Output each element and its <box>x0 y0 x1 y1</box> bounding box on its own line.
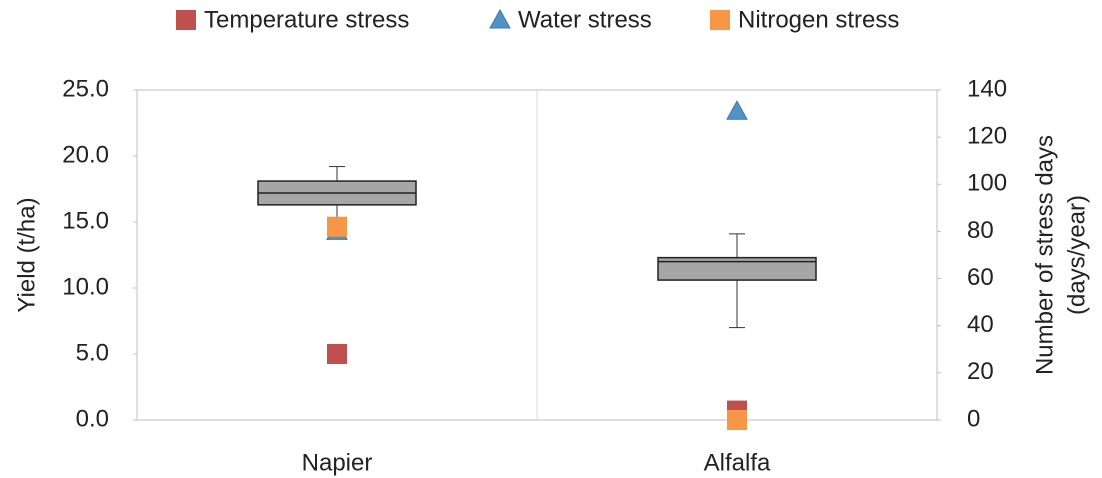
legend-marker <box>176 10 196 30</box>
y-tick-label: 25.0 <box>62 75 109 102</box>
legend-label: Water stress <box>518 6 652 33</box>
y-tick-label: 20.0 <box>62 141 109 168</box>
legend-marker <box>489 8 511 29</box>
legend-label: Nitrogen stress <box>738 6 899 33</box>
y-tick-label: 10.0 <box>62 273 109 300</box>
stress-marker <box>727 410 747 430</box>
y2-tick-label: 120 <box>967 122 1007 149</box>
y2-tick-label: 40 <box>967 311 994 338</box>
legend-marker <box>710 10 730 30</box>
y2-axis-label: Number of stress days <box>1031 135 1058 375</box>
y2-tick-label: 140 <box>967 75 1007 102</box>
stress-marker <box>327 216 347 237</box>
y2-tick-label: 80 <box>967 217 994 244</box>
y2-tick-label: 0 <box>967 405 980 432</box>
y-tick-label: 5.0 <box>76 339 109 366</box>
x-tick-label: Alfalfa <box>704 449 771 476</box>
y-tick-label: 0.0 <box>76 405 109 432</box>
y2-tick-label: 100 <box>967 170 1007 197</box>
legend-label: Temperature stress <box>204 6 409 33</box>
x-tick-label: Napier <box>302 449 373 476</box>
y-axis-label: Yield (t/ha) <box>13 197 40 312</box>
y2-axis-label: (days/year) <box>1063 195 1090 315</box>
y2-tick-label: 60 <box>967 264 994 291</box>
y-tick-label: 15.0 <box>62 207 109 234</box>
y2-tick-label: 20 <box>967 358 994 385</box>
stress-marker <box>726 100 748 120</box>
stress-marker <box>327 344 347 364</box>
box <box>657 256 817 281</box>
